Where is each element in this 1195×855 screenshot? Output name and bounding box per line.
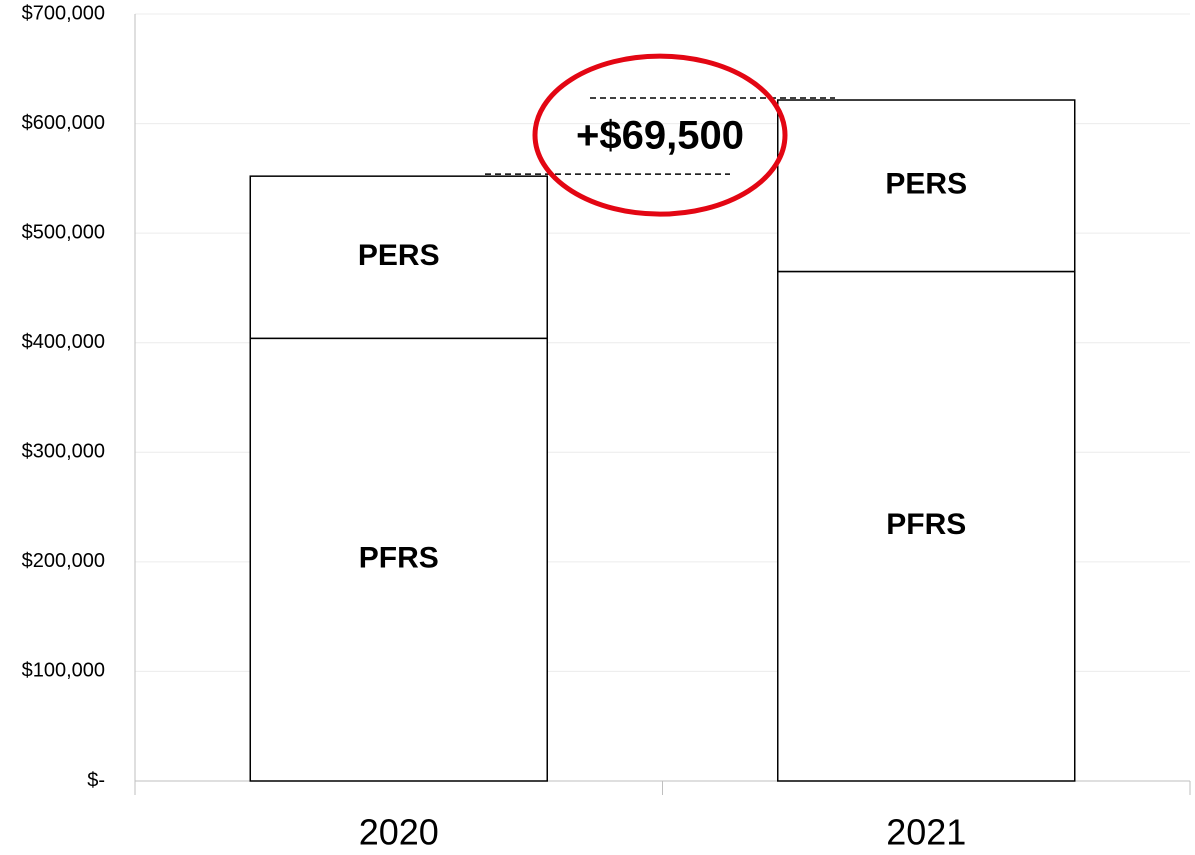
annotation: +$69,500 (576, 114, 744, 158)
y-tick-label: $300,000 (22, 441, 105, 463)
highlight-ellipse (532, 53, 788, 217)
segment-label: PFRS (359, 542, 439, 575)
y-tick-label: $100,000 (22, 660, 105, 682)
y-tick-label: $500,000 (22, 221, 105, 243)
segment-label: PERS (885, 168, 967, 201)
x-tick-label: 2021 (886, 812, 966, 853)
y-tick-label: $700,000 (22, 2, 105, 24)
bar-segment (249, 337, 548, 782)
bar-segment (249, 175, 548, 340)
y-tick-label: $400,000 (22, 331, 105, 353)
bar-segment (777, 99, 1076, 273)
x-tick-label: 2020 (359, 812, 439, 853)
y-tick-label: $200,000 (22, 550, 105, 572)
segment-label: PERS (358, 239, 440, 272)
y-tick-label: $600,000 (22, 112, 105, 134)
bar-segment (777, 270, 1076, 782)
segment-label: PFRS (886, 508, 966, 541)
y-tick-label: $- (87, 769, 105, 791)
